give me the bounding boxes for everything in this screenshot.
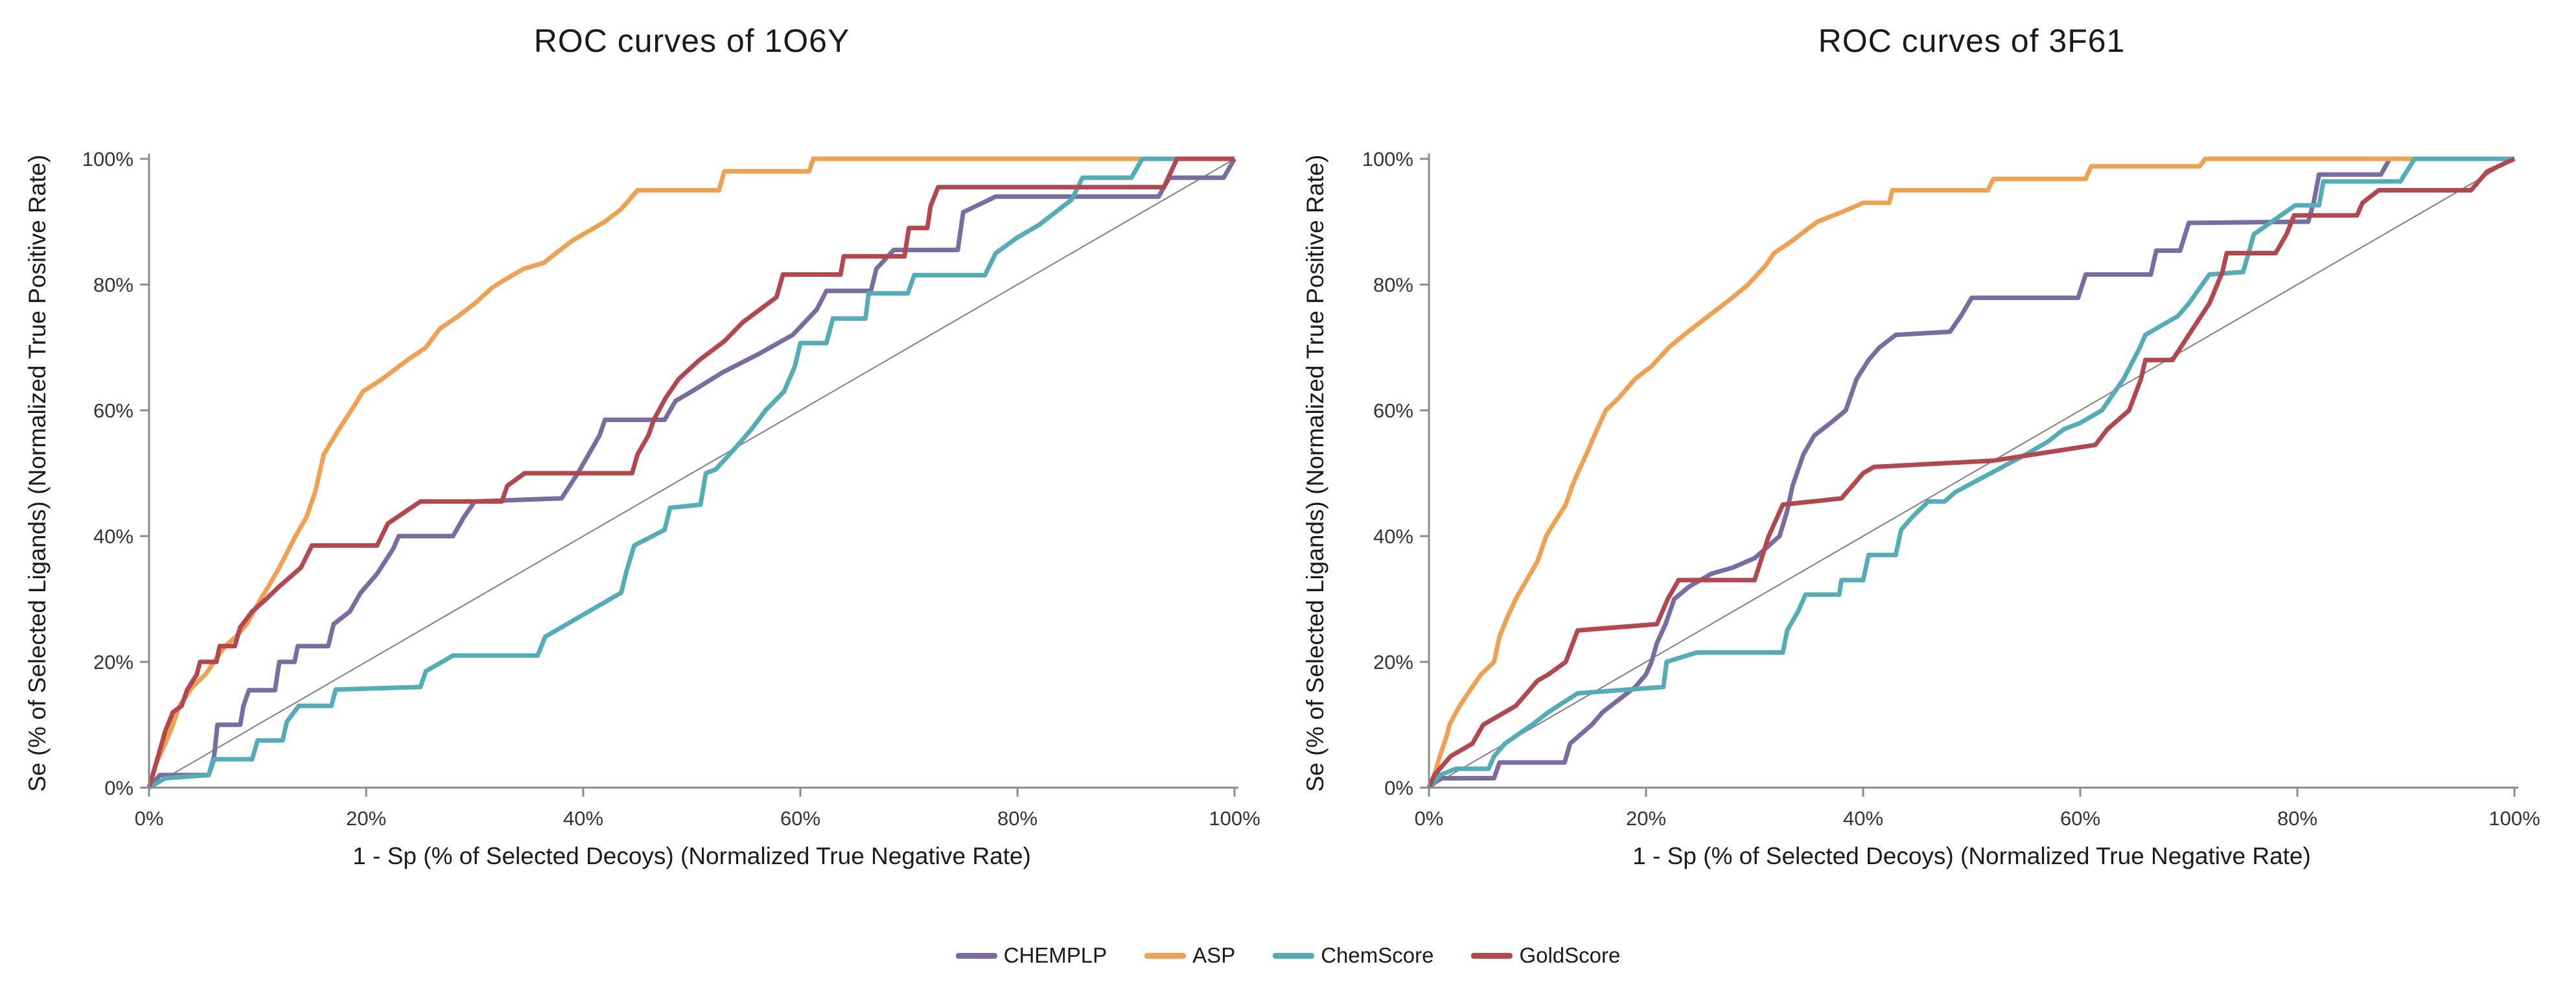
plot-area: 0% 20% 40% 60% 80% 100% 0% 20% 40% 60% 80% 100% xyxy=(1362,148,2540,830)
series-ASP xyxy=(1426,156,2514,789)
series-GoldScore xyxy=(1426,156,2516,789)
goldscore-line-swatch xyxy=(1471,952,1513,959)
legend-item-chemscore: ChemScore xyxy=(1273,943,1433,968)
series-ChemScore xyxy=(148,156,1235,790)
y-tick-label: 20% xyxy=(1373,651,1413,674)
y-tick-label: 60% xyxy=(1373,399,1413,422)
y-tick-label: 20% xyxy=(93,651,133,674)
chart-title: ROC curves of 3F61 xyxy=(1818,23,2126,59)
y-tick-label: 60% xyxy=(93,399,133,422)
y-tick-label: 0% xyxy=(1384,777,1413,799)
x-tick-label: 20% xyxy=(346,807,386,830)
x-axis-label: 1 - Sp (% of Selected Decoys) (Normalize… xyxy=(1632,843,2311,869)
chemplp-line-swatch xyxy=(955,952,997,959)
legend-label: ASP xyxy=(1192,943,1236,967)
legend-label: GoldScore xyxy=(1519,943,1621,967)
x-tick-label: 0% xyxy=(135,807,164,830)
y-tick-label: 100% xyxy=(82,148,133,170)
legend-item-asp: ASP xyxy=(1144,943,1235,968)
x-tick-label: 80% xyxy=(2277,807,2317,830)
series-CHEMPLP xyxy=(1427,156,2514,790)
legend-label: CHEMPLP xyxy=(1003,943,1108,967)
asp-line-swatch xyxy=(1144,952,1187,959)
x-tick-label: 20% xyxy=(1626,807,1666,830)
reference-diagonal xyxy=(148,158,1235,788)
x-tick-label: 100% xyxy=(1209,807,1260,830)
x-tick-label: 0% xyxy=(1415,807,1444,830)
legend-label: ChemScore xyxy=(1321,943,1434,967)
series-ChemScore xyxy=(1427,156,2514,790)
x-tick-label: 40% xyxy=(1843,807,1883,830)
x-tick-label: 60% xyxy=(780,807,820,830)
y-tick-label: 40% xyxy=(93,525,133,548)
plot-area: 0% 20% 40% 60% 80% 100% 0% 20% 40% 60% 80% 100% xyxy=(82,148,1260,830)
chart-title: ROC curves of 1O6Y xyxy=(533,23,850,59)
legend: CHEMPLP ASP ChemScore GoldScore xyxy=(0,943,2576,968)
y-tick-label: 100% xyxy=(1362,148,1413,170)
series-GoldScore xyxy=(146,156,1235,788)
roc-chart-1o6y: ROC curves of 1O6Y Se (% of Selected Lig… xyxy=(0,0,1290,937)
x-tick-label: 100% xyxy=(2489,807,2540,830)
legend-item-goldscore: GoldScore xyxy=(1471,943,1620,968)
x-axis-label: 1 - Sp (% of Selected Decoys) (Normalize… xyxy=(353,843,1031,869)
y-tick-label: 40% xyxy=(1373,525,1413,548)
legend-item-chemplp: CHEMPLP xyxy=(955,943,1108,968)
reference-diagonal xyxy=(1428,158,2515,788)
chemscore-line-swatch xyxy=(1273,952,1315,959)
y-tick-label: 80% xyxy=(1373,274,1413,296)
x-tick-label: 60% xyxy=(2060,807,2100,830)
x-tick-label: 40% xyxy=(563,807,603,830)
roc-chart-3f61: ROC curves of 3F61 Se (% of Selected Lig… xyxy=(1286,0,2576,937)
y-tick-label: 80% xyxy=(93,274,133,296)
y-tick-label: 0% xyxy=(104,777,133,799)
x-tick-label: 80% xyxy=(997,807,1038,830)
